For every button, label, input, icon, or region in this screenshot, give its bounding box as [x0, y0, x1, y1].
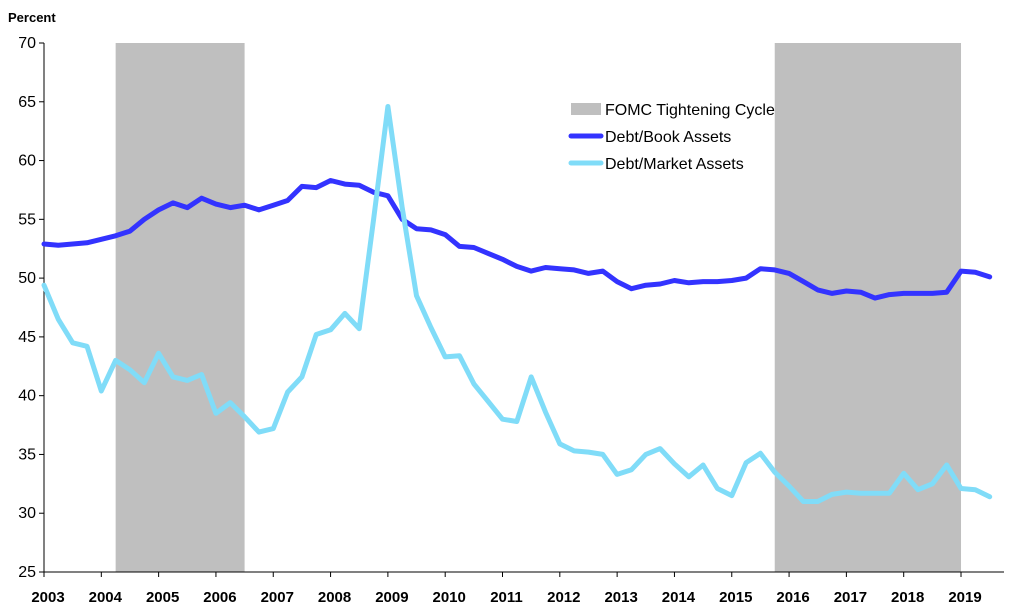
legend-label: FOMC Tightening Cycle: [605, 102, 775, 119]
y-tick-label: 50: [18, 270, 36, 287]
legend-swatch-box: [571, 103, 601, 115]
x-tick-label: 2017: [834, 589, 867, 606]
y-tick-label: 60: [18, 153, 36, 170]
x-tick-label: 2013: [604, 589, 637, 606]
y-tick-label: 30: [18, 505, 36, 522]
y-tick-label: 55: [18, 211, 36, 228]
y-tick-label: 70: [18, 35, 36, 52]
x-tick-label: 2011: [490, 589, 523, 606]
series-debt-book-assetsline: [41, 178, 993, 301]
y-tick-label: 65: [18, 94, 36, 111]
x-tick-label: 2014: [662, 589, 696, 606]
x-tick-label: 2015: [719, 589, 752, 606]
legend-label: Debt/Market Assets: [605, 156, 744, 173]
x-tick-label: 2018: [891, 589, 924, 606]
x-tick-label: 2010: [433, 589, 466, 606]
x-tick-label: 2006: [203, 589, 236, 606]
x-tick-label: 2009: [375, 589, 408, 606]
series-debt-market-assetsline: [41, 104, 993, 504]
x-tick-label: 2019: [948, 589, 981, 606]
x-tick-label: 2016: [776, 589, 809, 606]
y-tick-label: 45: [18, 329, 36, 346]
x-tick-label: 2003: [31, 589, 64, 606]
x-tick-label: 2008: [318, 589, 351, 606]
x-tick-label: 2012: [547, 589, 580, 606]
shaded-period-1: [115, 43, 245, 572]
legend-label: Debt/Book Assets: [605, 129, 731, 146]
x-tick-label: 2005: [146, 589, 179, 606]
x-tick-label: 2007: [261, 589, 294, 606]
y-tick-label: 25: [18, 564, 36, 581]
y-tick-label: 35: [18, 446, 36, 463]
y-tick-label: 40: [18, 388, 36, 405]
x-tick-label: 2004: [89, 589, 123, 606]
y-axis-label: Percent: [8, 10, 56, 25]
